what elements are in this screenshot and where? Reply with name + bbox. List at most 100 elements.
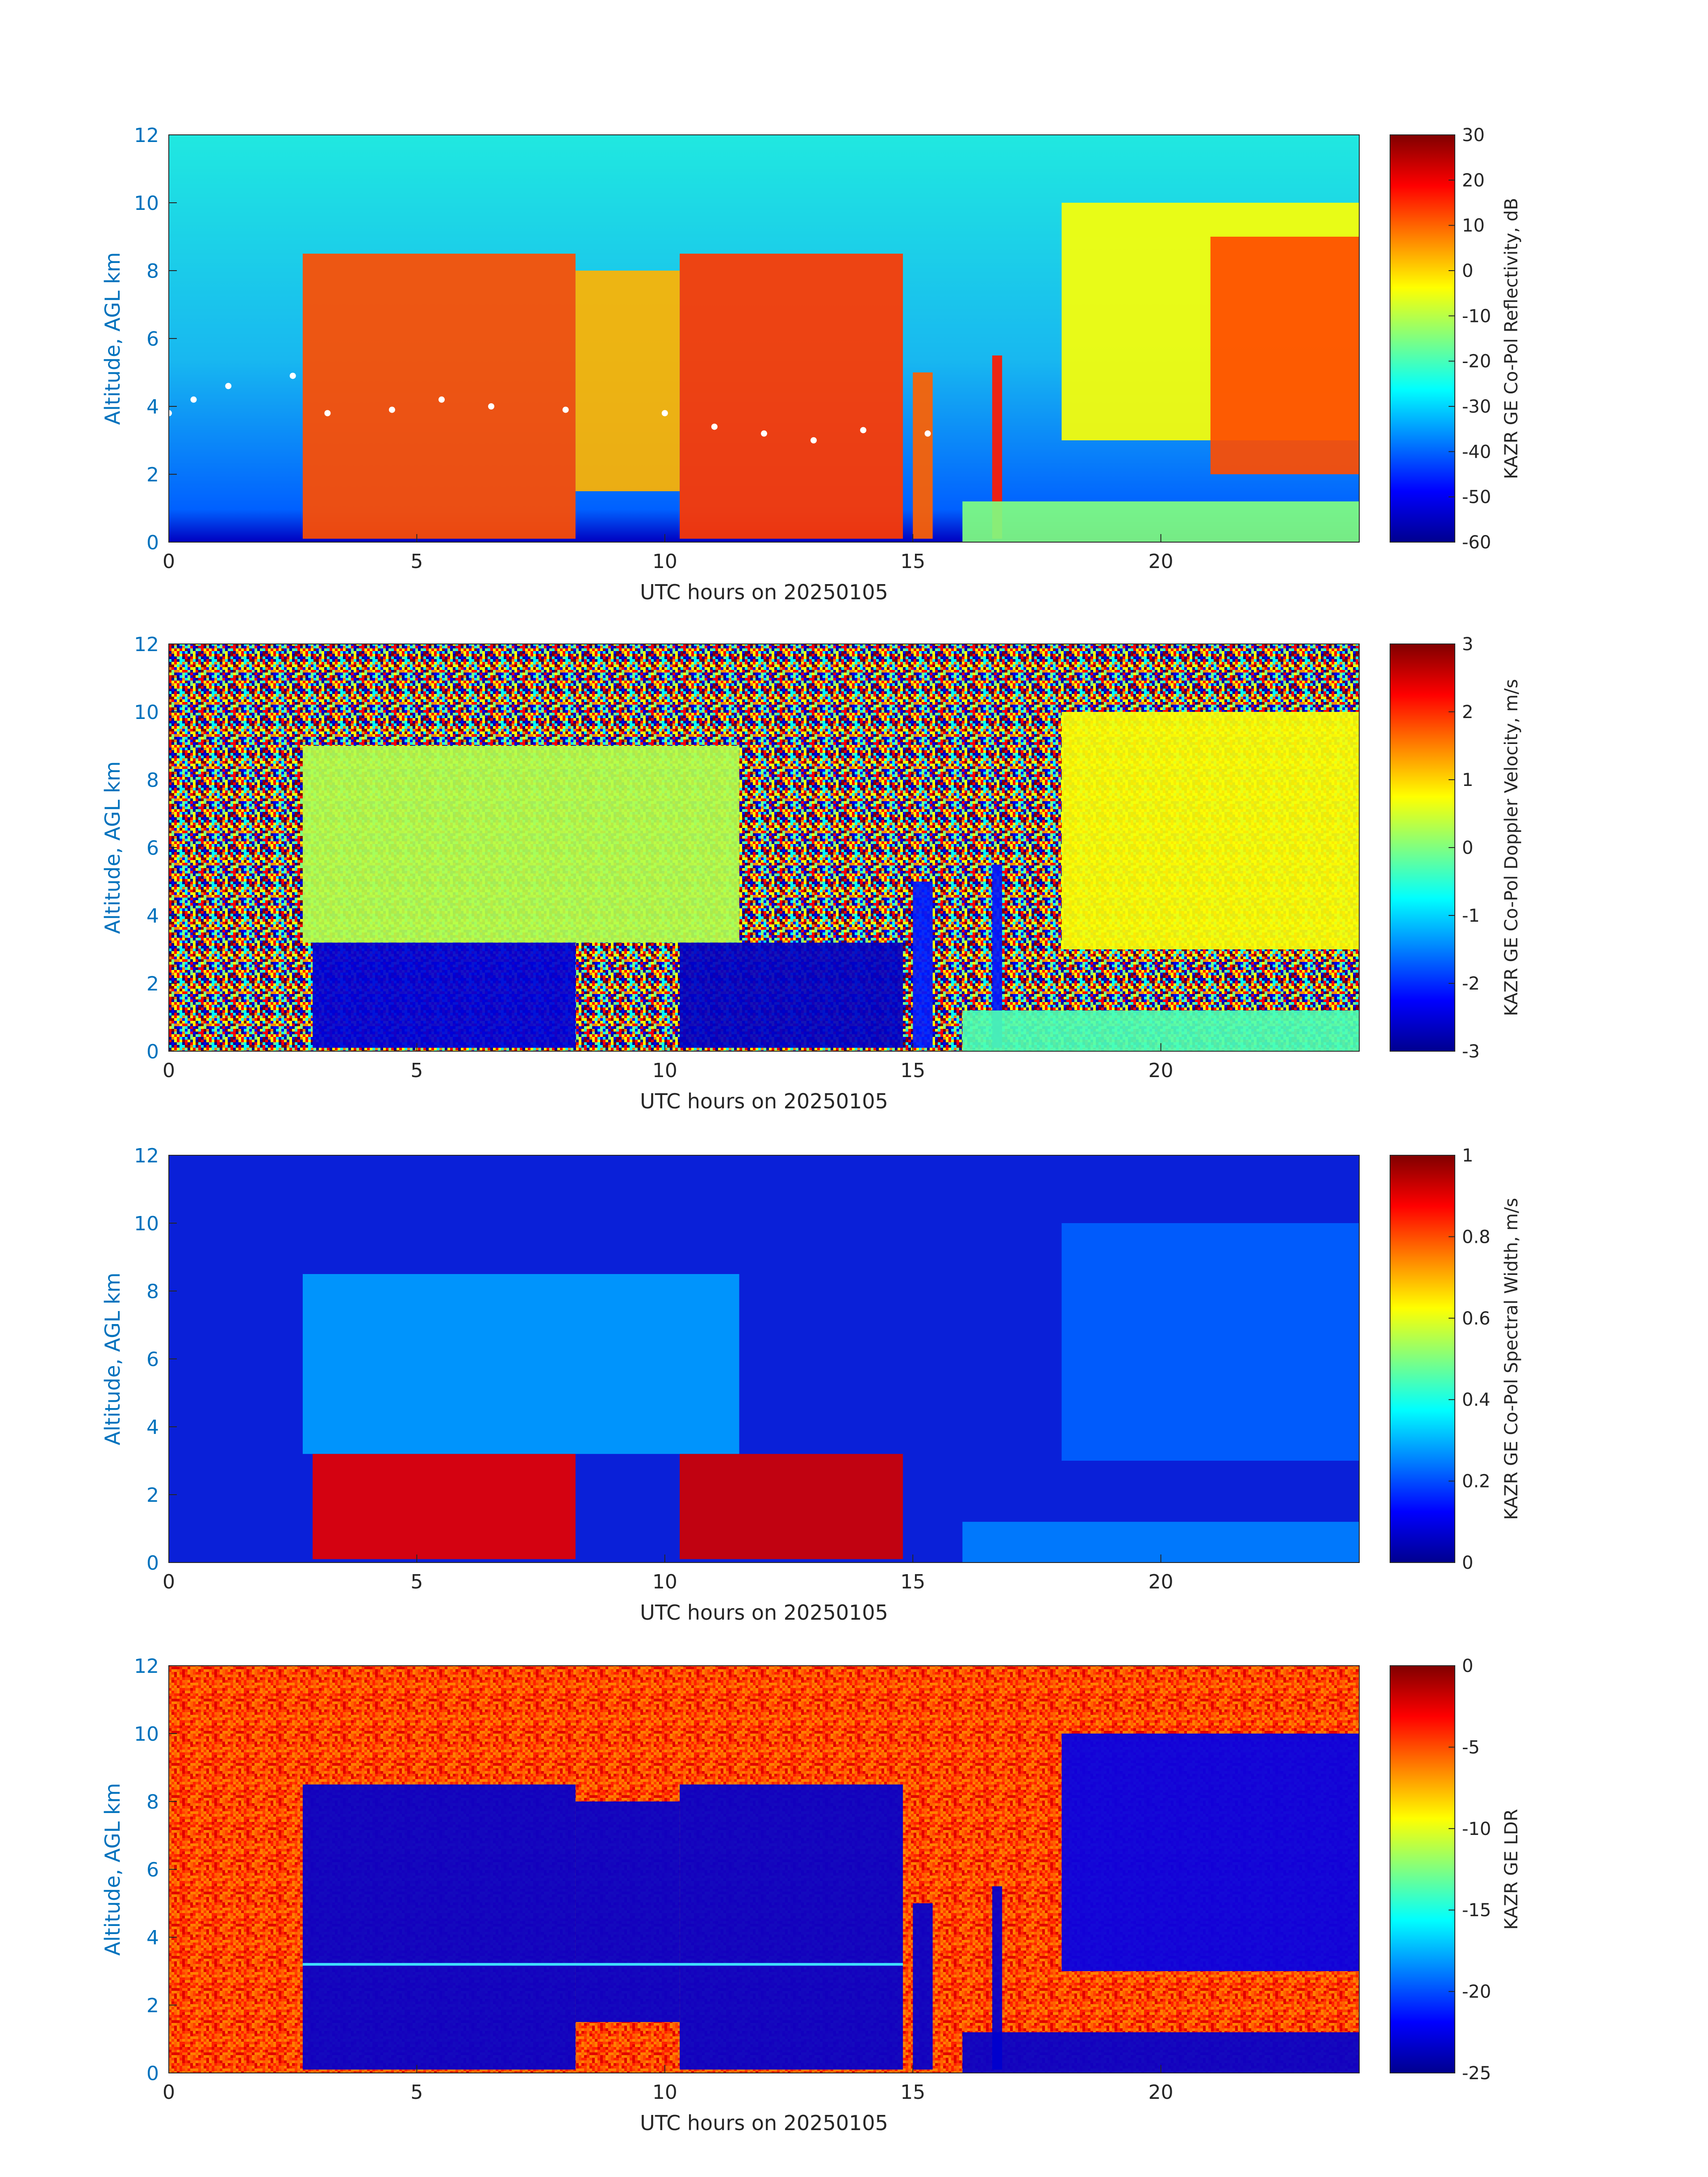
colorbar <box>1390 1155 1455 1563</box>
echo-region <box>992 1886 1002 2070</box>
colorbar-tick-label: 20 <box>1462 170 1485 191</box>
colorbar-label: KAZR GE Co-Pol Spectral Width, m/s <box>1501 1198 1522 1520</box>
colorbar-label: KAZR GE LDR <box>1501 1809 1522 1930</box>
x-axis-label: UTC hours on 20250105 <box>640 580 888 604</box>
x-tick-label: 15 <box>900 550 925 573</box>
colorbar <box>1390 134 1455 543</box>
echo-region <box>913 372 933 539</box>
y-tick-label: 12 <box>134 124 159 147</box>
colorbar-tick-label: 0 <box>1462 838 1473 858</box>
y-tick-label: 12 <box>134 633 159 656</box>
y-tick-label: 6 <box>146 1348 159 1371</box>
colorbar-tick-label: -60 <box>1462 532 1491 553</box>
panel-1: 0 5 10 15 20 0 2 4 6 8 10 12 UTC hours on 20250105 Al… <box>100 124 1522 604</box>
echo-region <box>302 746 739 943</box>
x-axis-label: UTC hours on 20250105 <box>640 1600 888 1625</box>
y-tick-label: 0 <box>146 1040 159 1063</box>
y-axis-label: Altitude, AGL km <box>100 761 125 934</box>
echo-region <box>680 1784 903 2070</box>
x-tick-label: 0 <box>163 1059 175 1082</box>
colorbar-tick-label: 1 <box>1462 1145 1473 1166</box>
colorbar-tick-label: 0 <box>1462 261 1473 281</box>
y-tick-label: 2 <box>146 973 159 995</box>
echo-region <box>575 1801 680 2022</box>
colorbar-tick-label: -40 <box>1462 442 1491 462</box>
y-tick-label: 6 <box>146 328 159 351</box>
x-tick-label: 10 <box>652 1059 677 1082</box>
colorbar-tick-label: 0 <box>1462 1553 1473 1573</box>
echo-region <box>680 942 903 1048</box>
echo-region <box>313 1454 576 1559</box>
x-tick-label: 5 <box>410 2081 423 2104</box>
ceilometer-marker <box>488 403 495 409</box>
echo-region <box>1061 712 1359 949</box>
echo-region <box>992 355 1002 539</box>
y-tick-label: 10 <box>134 701 159 724</box>
x-tick-label: 5 <box>410 550 423 573</box>
echo-region <box>313 942 576 1048</box>
echo-region <box>680 1454 903 1559</box>
colorbar-tick-label: -10 <box>1462 1819 1491 1839</box>
colorbar-tick-label: -50 <box>1462 487 1491 508</box>
ceilometer-marker <box>761 430 767 437</box>
colorbar-label: KAZR GE Co-Pol Doppler Velocity, m/s <box>1501 679 1522 1016</box>
x-axis-label: UTC hours on 20250105 <box>640 2111 888 2135</box>
plot-area <box>169 135 1359 542</box>
echo-region <box>302 254 576 539</box>
y-tick-label: 2 <box>146 464 159 486</box>
plot-area <box>169 1155 1359 1563</box>
colorbar-tick-label: 2 <box>1462 702 1473 723</box>
ceilometer-marker <box>388 406 395 413</box>
colorbar-tick-label: 3 <box>1462 634 1473 655</box>
x-tick-label: 0 <box>163 550 175 573</box>
echo-region <box>913 882 933 1048</box>
x-tick-label: 0 <box>163 1571 175 1593</box>
ceilometer-marker <box>190 396 197 403</box>
echo-region <box>1061 1223 1359 1461</box>
colorbar-tick-label: -2 <box>1462 974 1480 994</box>
echo-region <box>302 1274 739 1454</box>
colorbar-tick-label: -3 <box>1462 1041 1480 1062</box>
y-tick-label: 0 <box>146 531 159 554</box>
y-tick-label: 8 <box>146 769 159 792</box>
y-tick-label: 10 <box>134 1723 159 1746</box>
ceilometer-marker <box>225 383 232 389</box>
x-tick-label: 10 <box>652 2081 677 2104</box>
y-tick-label: 6 <box>146 837 159 860</box>
colorbar-tick-label: 1 <box>1462 770 1473 790</box>
y-tick-label: 4 <box>146 1416 159 1439</box>
plot-area <box>169 1666 1359 2073</box>
colorbar <box>1390 1665 1455 2073</box>
x-tick-label: 0 <box>163 2081 175 2104</box>
colorbar-tick-label: 0.2 <box>1462 1471 1491 1492</box>
x-tick-label: 15 <box>900 1059 925 1082</box>
x-tick-label: 20 <box>1148 1059 1173 1082</box>
colorbar-tick-label: -10 <box>1462 306 1491 326</box>
colorbar-label: KAZR GE Co-Pol Reflectivity, dB <box>1501 198 1522 479</box>
colorbar-tick-label: 10 <box>1462 216 1485 236</box>
ceilometer-marker <box>711 423 718 430</box>
colorbar-tick-label: -5 <box>1462 1737 1480 1758</box>
echo-region <box>575 271 680 491</box>
y-tick-label: 2 <box>146 1994 159 2017</box>
colorbar-tick-label: -15 <box>1462 1900 1491 1921</box>
echo-region <box>302 1784 576 2070</box>
colorbar-tick-label: -20 <box>1462 1982 1491 2002</box>
x-tick-label: 15 <box>900 1571 925 1593</box>
colorbar-tick-label: 30 <box>1462 125 1485 146</box>
ceilometer-marker <box>924 430 931 437</box>
y-tick-label: 10 <box>134 1212 159 1235</box>
colorbar-tick-label: 0 <box>1462 1656 1473 1676</box>
ceilometer-marker <box>169 410 172 417</box>
y-axis-label: Altitude, AGL km <box>100 252 125 425</box>
colorbar-tick-label: 0.8 <box>1462 1227 1491 1247</box>
x-tick-label: 10 <box>652 550 677 573</box>
y-axis-label: Altitude, AGL km <box>100 1272 125 1445</box>
ceilometer-marker <box>324 410 331 417</box>
y-tick-label: 12 <box>134 1145 159 1167</box>
ceilometer-marker <box>562 406 569 413</box>
y-tick-label: 2 <box>146 1484 159 1507</box>
echo-region <box>1210 237 1359 474</box>
